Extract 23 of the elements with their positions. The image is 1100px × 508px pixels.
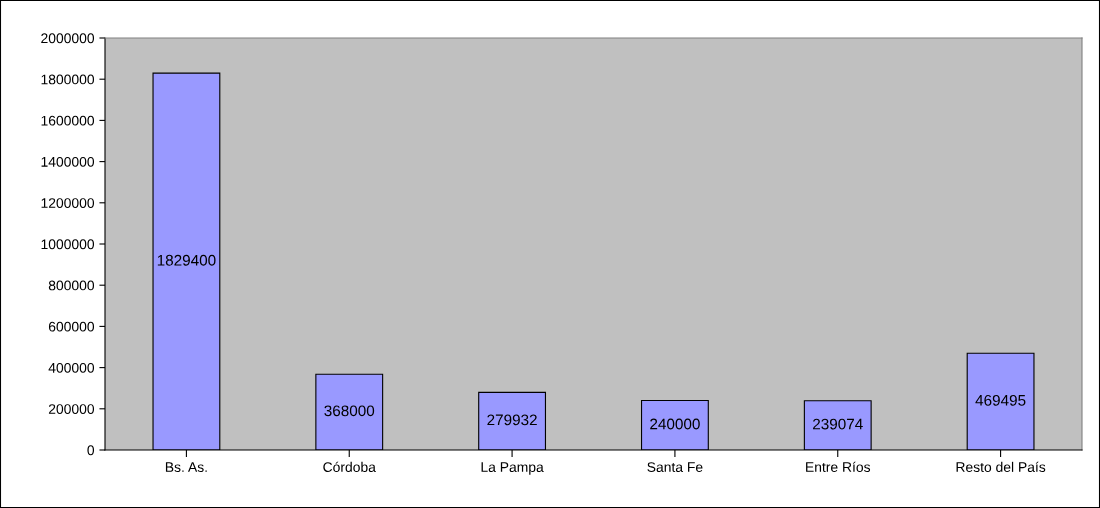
y-tick-label: 0: [87, 445, 95, 456]
y-tick-label: 1600000: [41, 115, 95, 126]
x-tick-label: Entre Ríos: [806, 461, 871, 473]
y-tick-label: 400000: [48, 362, 95, 373]
x-tick-label: Santa Fe: [647, 462, 703, 473]
data-label: 279932: [487, 414, 537, 426]
data-label: 240000: [650, 418, 700, 430]
y-tick-label: 2000000: [41, 33, 95, 44]
y-tick-label: 1400000: [41, 156, 95, 167]
data-label: 368000: [324, 405, 375, 417]
x-tick-label: Córdoba: [323, 461, 376, 473]
y-tick-label: 1200000: [41, 198, 95, 208]
data-label: 1829400: [157, 254, 216, 266]
x-tick-label: La Pampa: [481, 462, 544, 475]
y-tick-label: 1800000: [41, 74, 95, 85]
y-tick-label: 200000: [48, 404, 95, 414]
y-tick-label: 800000: [48, 280, 95, 291]
x-tick-label: Resto del País: [956, 461, 1046, 473]
x-tick-label: Bs. As.: [165, 462, 207, 473]
data-label: 239074: [813, 418, 863, 430]
data-label: 469495: [975, 394, 1026, 406]
y-tick-label: 1000000: [41, 239, 95, 250]
y-tick-label: 600000: [48, 321, 95, 332]
